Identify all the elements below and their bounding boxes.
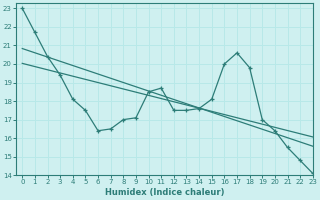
X-axis label: Humidex (Indice chaleur): Humidex (Indice chaleur) <box>105 188 224 197</box>
